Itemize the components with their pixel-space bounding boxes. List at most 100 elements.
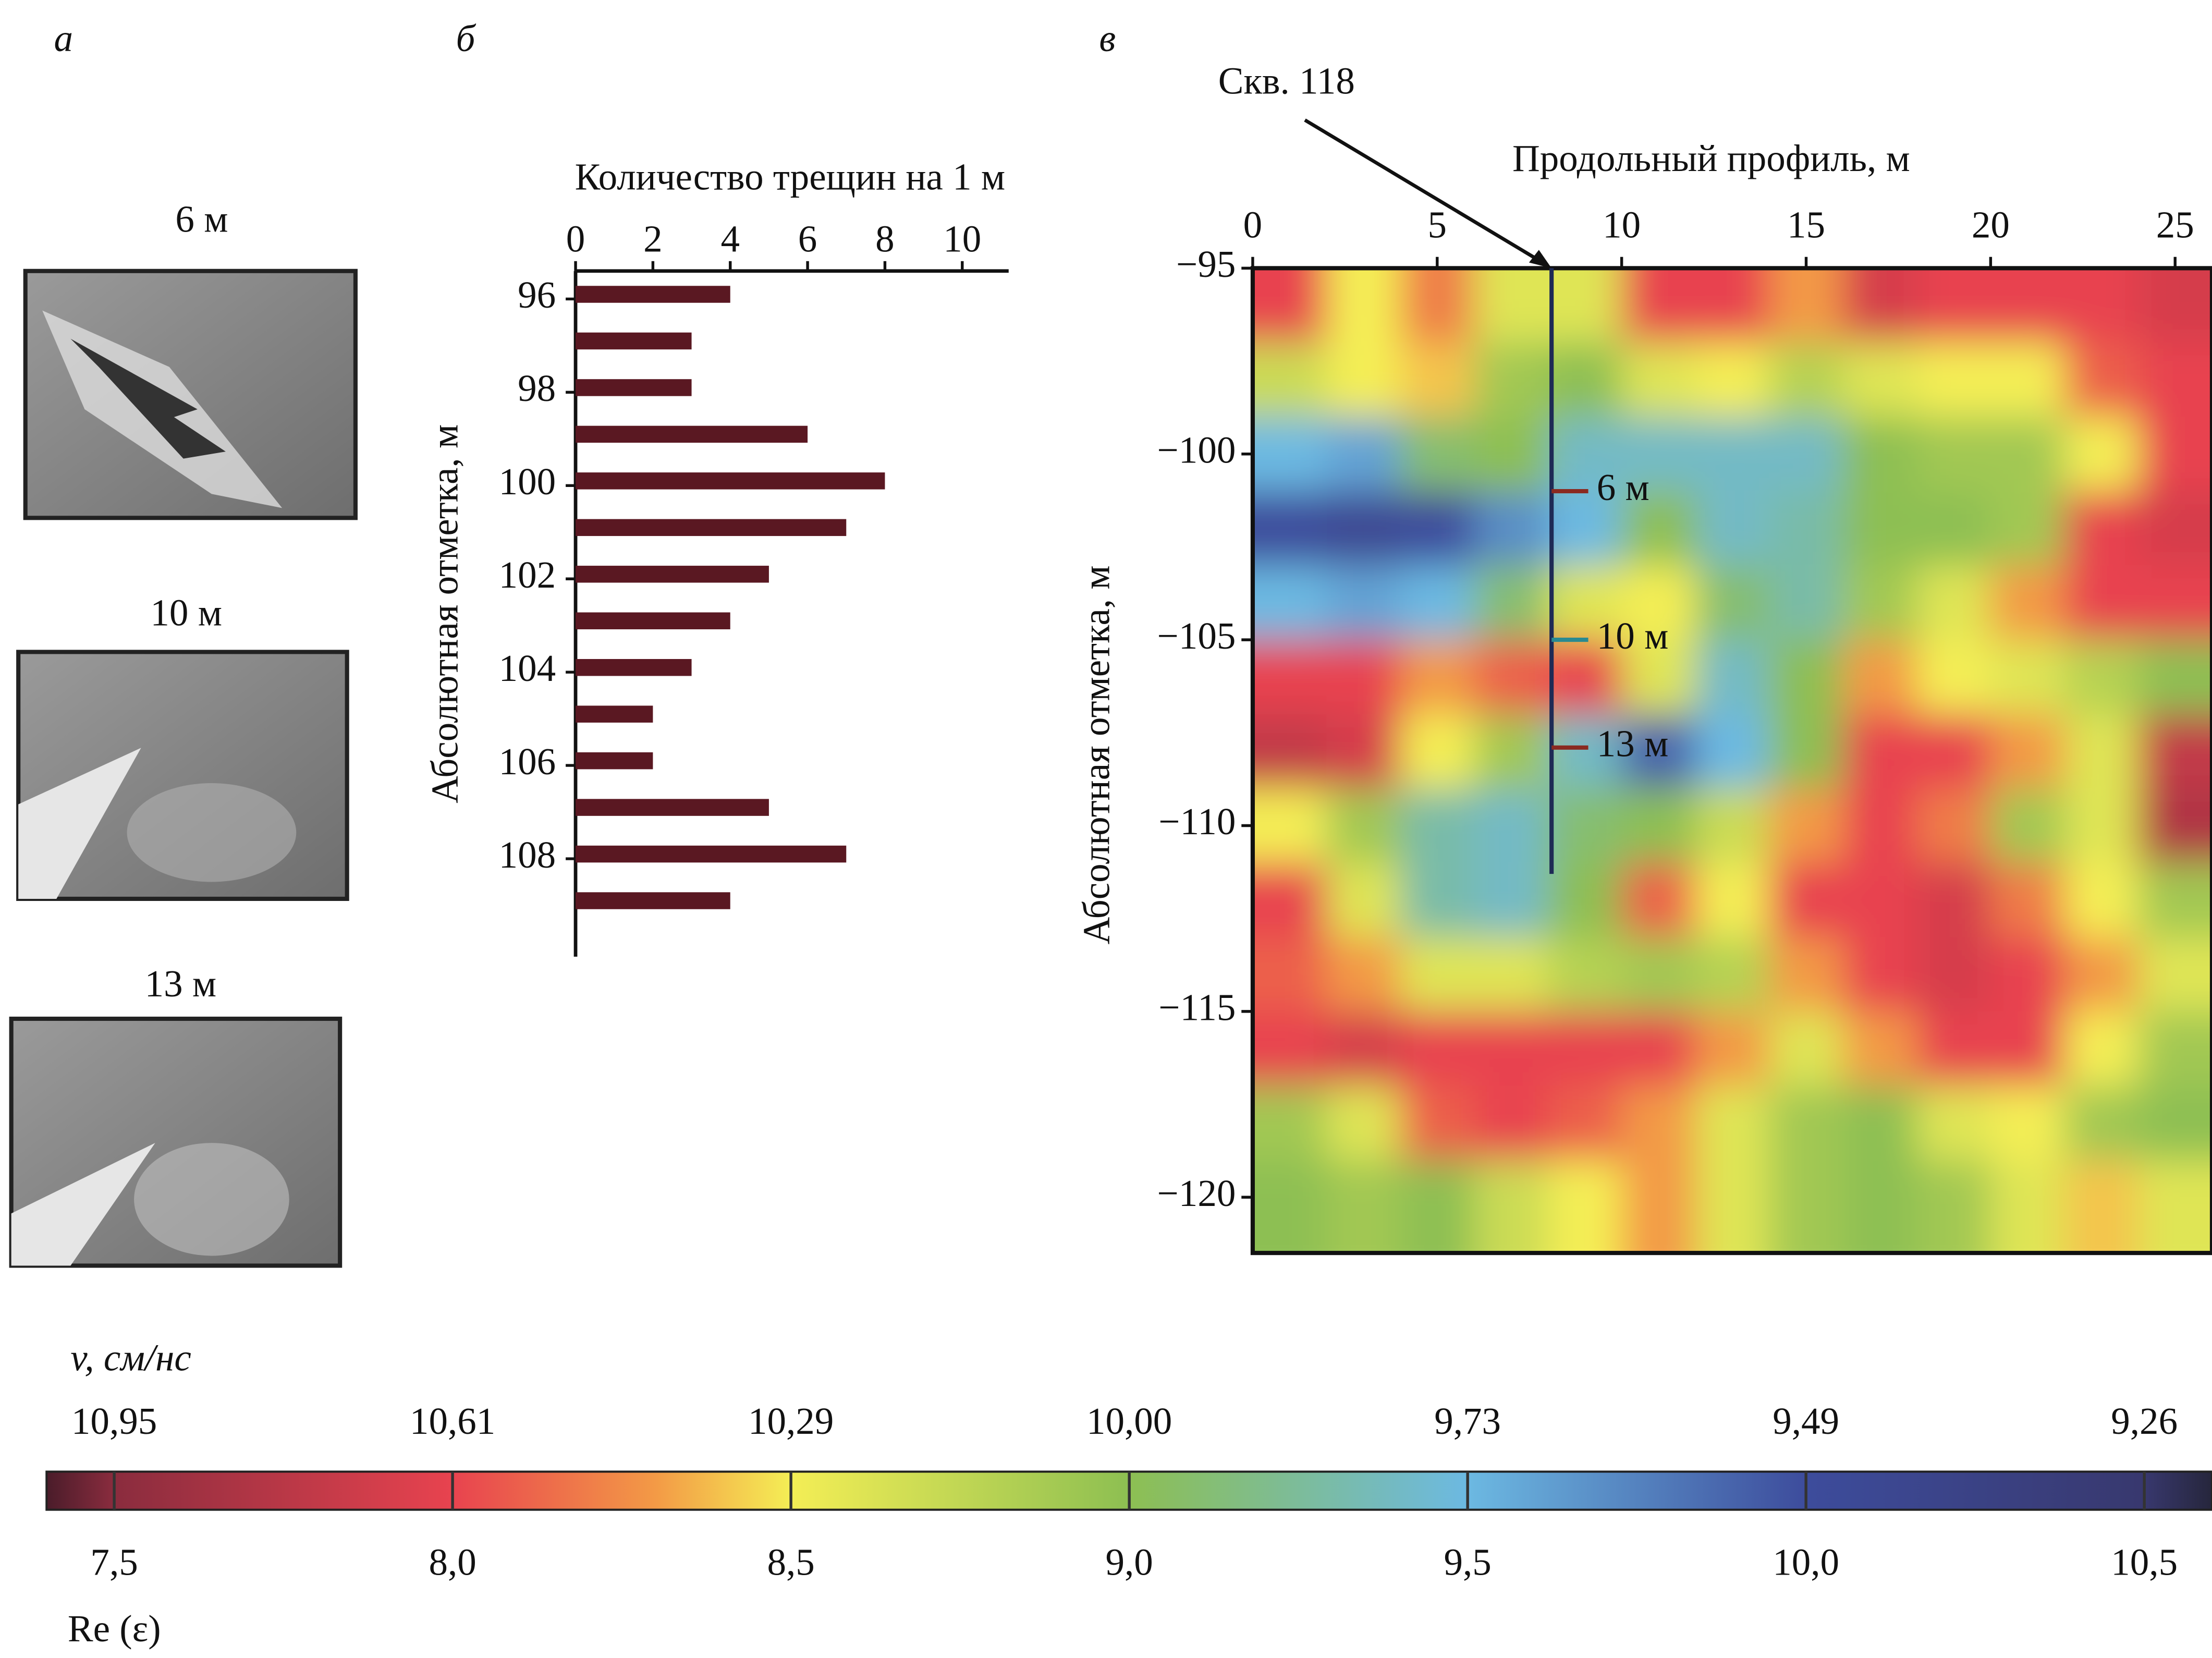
heatmap-cell [1252, 1011, 1327, 1087]
heatmap-cell [1769, 640, 1844, 715]
y-axis-label: Абсолютная отметка, м [423, 424, 466, 803]
x-tick-label: 10 [943, 217, 981, 260]
heatmap-cell [1990, 417, 2066, 492]
heatmap-cell [1621, 565, 1696, 641]
heatmap-cell [1474, 788, 1549, 864]
heatmap-cell [1916, 1086, 1991, 1161]
heatmap-cell [1326, 937, 1401, 1013]
x-tick-label: 4 [720, 217, 740, 260]
heatmap-cell [1400, 937, 1475, 1013]
heatmap-cell [2064, 788, 2139, 864]
heatmap-cell [1252, 1086, 1327, 1161]
colorbar-top-tick-label: 10,29 [748, 1400, 834, 1442]
heatmap-cell [1474, 1011, 1549, 1087]
heatmap-cell [1843, 1086, 1918, 1161]
bar [576, 379, 692, 396]
heatmap-cell [1548, 491, 1622, 566]
heatmap-cell [1252, 417, 1327, 492]
bar [576, 799, 769, 816]
heatmap-cell [2138, 714, 2212, 789]
heatmap-cell [1474, 565, 1549, 641]
y-tick-label: −120 [1157, 1172, 1236, 1214]
heatmap-cell [2064, 565, 2139, 641]
panel-label: а [54, 17, 74, 59]
bar [576, 845, 847, 863]
heatmap-cell [1843, 342, 1918, 418]
well-label: Скв. 118 [1218, 59, 1355, 102]
heatmap-cell [1621, 1160, 1696, 1253]
bar [576, 425, 808, 443]
x-tick-label: 0 [1243, 203, 1263, 246]
heatmap-cell [1326, 788, 1401, 864]
heatmap-cell [1400, 640, 1475, 715]
heatmap-cell [1916, 491, 1991, 566]
x-tick-label: 8 [875, 217, 895, 260]
heatmap-cell [1621, 937, 1696, 1013]
heatmap-cell [1990, 268, 2066, 344]
heatmap-cell [1916, 342, 1991, 418]
heatmap-cell [1621, 862, 1696, 938]
heatmap-cell [1548, 1160, 1622, 1253]
heatmap-cell [1400, 1011, 1475, 1087]
heatmap-cell [1990, 565, 2066, 641]
chart-title: Количество трещин на 1 м [575, 155, 1006, 198]
heatmap-cell [2064, 937, 2139, 1013]
bar [576, 705, 653, 723]
heatmap-cell [1916, 862, 1991, 938]
heatmap-cell [1695, 417, 1770, 492]
x-tick-label: 10 [1603, 203, 1641, 246]
x-tick-label: 2 [643, 217, 663, 260]
y-tick-label: 106 [499, 740, 556, 783]
heatmap-cell [1400, 417, 1475, 492]
heatmap-cell [1621, 714, 1696, 789]
heatmap-cell [1695, 1086, 1770, 1161]
y-tick-label: 102 [499, 554, 556, 596]
heatmap-cell [1843, 1011, 1918, 1087]
bar [576, 612, 730, 629]
heatmap-cell [1548, 640, 1622, 715]
bar [576, 659, 692, 676]
heatmap-cell [1252, 937, 1327, 1013]
x-tick-label: 15 [1787, 203, 1825, 246]
heatmap-cell [1916, 788, 1991, 864]
bar [576, 332, 692, 350]
heatmap-cell [1400, 1160, 1475, 1253]
heatmap-cell [1474, 714, 1549, 789]
heatmap-cell [1769, 417, 1844, 492]
heatmap-cell [1252, 491, 1327, 566]
heatmap-cell [2064, 640, 2139, 715]
heatmap-cell [1400, 788, 1475, 864]
heatmap-cell [2138, 342, 2212, 418]
heatmap-cell [1326, 417, 1401, 492]
y-tick-label: −95 [1176, 243, 1236, 285]
heatmap-cell [2064, 1086, 2139, 1161]
heatmap-cell [1252, 714, 1327, 789]
heatmap-cell [2138, 565, 2212, 641]
heatmap-cell [1621, 640, 1696, 715]
heatmap-cell [1769, 714, 1844, 789]
colorbar-tick-label: 9,5 [1444, 1541, 1492, 1583]
heatmap-cell [1695, 788, 1770, 864]
heatmap-cell [1843, 491, 1918, 566]
panel-label: б [456, 17, 476, 59]
y-tick-label: 108 [499, 834, 556, 876]
heatmap-chart: Продольный профиль, м Абсолютная отметка,… [45, 59, 2212, 1650]
heatmap-cell [1474, 417, 1549, 492]
colorbar-title: v, см/нс [70, 1336, 191, 1379]
heatmap-cell [1474, 937, 1549, 1013]
heatmap-cell [1548, 268, 1622, 344]
bar [576, 519, 847, 537]
y-tick-label: −115 [1158, 986, 1236, 1029]
bar [576, 892, 730, 909]
colorbar-tick-label: 10,0 [1773, 1541, 1839, 1583]
heatmap-cell [1326, 565, 1401, 641]
heatmap-cell [2138, 640, 2212, 715]
heatmap-cell [1769, 1011, 1844, 1087]
heatmap-cell [1990, 937, 2066, 1013]
heatmap-cell [1695, 1160, 1770, 1253]
heatmap-cell [1621, 1011, 1696, 1087]
heatmap-cell [1990, 714, 2066, 789]
colorbar-tick-label: 9,0 [1105, 1541, 1153, 1583]
heatmap-cell [1252, 788, 1327, 864]
colorbar-top-tick-label: 9,26 [2111, 1400, 2178, 1442]
